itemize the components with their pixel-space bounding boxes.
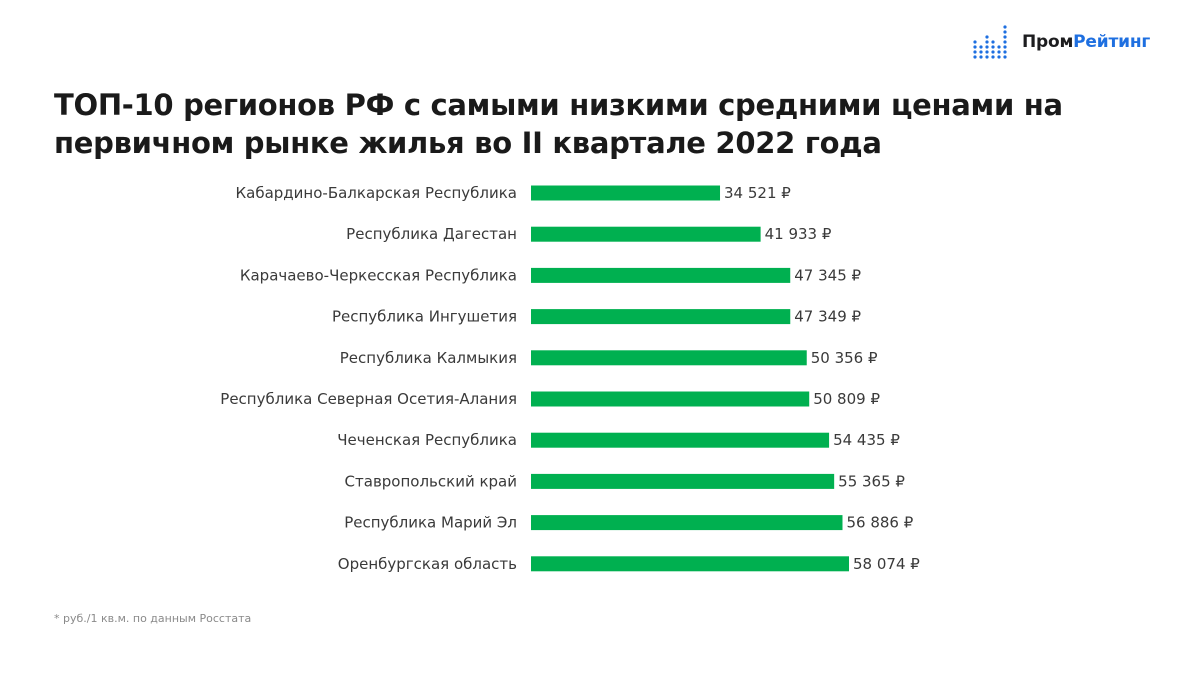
bar [531, 350, 807, 366]
bar [531, 515, 843, 531]
bar-chart: Кабардино-Балкарская Республика 34 521 ₽ Р… [220, 184, 920, 573]
bar [531, 391, 810, 407]
logo-text: ПромРейтинг [1022, 32, 1150, 52]
footnote: * руб./1 кв.м. по данным Росстата [54, 612, 252, 625]
value-label: 50 809 ₽ [813, 390, 880, 408]
bar [531, 556, 849, 572]
value-label: 47 349 ₽ [794, 308, 861, 326]
logo-bars-icon [973, 25, 1007, 59]
value-label: 34 521 ₽ [724, 184, 791, 202]
category-label: Кабардино-Балкарская Республика [236, 184, 518, 202]
category-label: Республика Дагестан [346, 225, 517, 243]
value-label: 41 933 ₽ [765, 225, 832, 243]
value-label: 54 435 ₽ [833, 431, 900, 449]
category-label: Оренбургская область [338, 555, 517, 573]
value-label: 56 886 ₽ [846, 514, 913, 532]
category-label: Республика Марий Эл [344, 514, 517, 532]
category-label: Карачаево-Черкесская Республика [240, 266, 517, 284]
value-label: 58 074 ₽ [853, 555, 920, 573]
bar [531, 473, 835, 489]
category-label: Ставропольский край [345, 472, 517, 490]
category-label: Республика Калмыкия [340, 349, 517, 367]
value-label: 55 365 ₽ [838, 472, 905, 490]
bar [531, 309, 791, 325]
category-label: Республика Северная Осетия-Алания [220, 390, 517, 408]
value-label: 47 345 ₽ [794, 266, 861, 284]
logo-text-part1: Пром [1022, 32, 1074, 52]
logo-text-part2: Рейтинг [1073, 32, 1151, 52]
category-label: Республика Ингушетия [332, 308, 517, 326]
bar [531, 226, 761, 242]
bar [531, 432, 830, 448]
bar [531, 267, 791, 283]
category-label: Чеченская Республика [337, 431, 517, 449]
bar [531, 185, 721, 201]
value-label: 50 356 ₽ [811, 349, 878, 367]
logo: ПромРейтинг [972, 24, 1150, 60]
chart-title: ТОП-10 регионов РФ с самыми низкими сред… [54, 88, 1063, 160]
